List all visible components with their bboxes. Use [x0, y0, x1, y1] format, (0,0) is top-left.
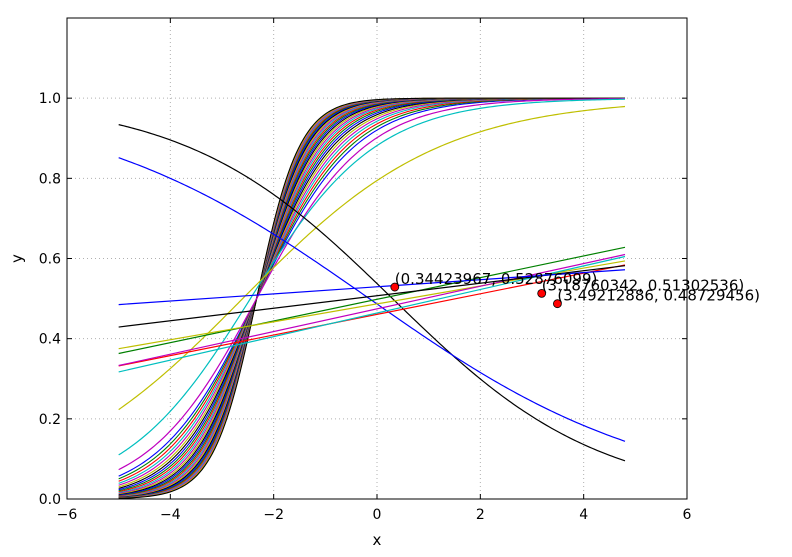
x-tick-label: −6 [57, 507, 78, 523]
y-tick-label: 0.0 [39, 492, 61, 508]
point-annotation: (0.34423967, 0.52876099) [395, 270, 598, 288]
sigmoid-series-line [118, 97, 625, 499]
axis-ticks: −6 −4 −2 0 2 4 6 0.0 0.2 0.4 0.6 0.8 1.0 [39, 18, 692, 523]
sigmoid-series-line [118, 97, 625, 499]
sigmoid-series-line [118, 97, 625, 499]
point-annotation: (3.49212886, 0.48729456) [557, 287, 760, 305]
y-tick-label: 0.2 [39, 412, 61, 428]
gridlines [66, 18, 688, 500]
y-tick-label: 0.4 [39, 332, 61, 348]
point-annotation: (3.18760342, 0.51302536) [542, 276, 745, 294]
y-axis-label: y [8, 254, 26, 263]
y-tick-label: 0.6 [39, 252, 61, 268]
sigmoid-series-line [118, 97, 625, 498]
x-tick-label: −4 [160, 507, 181, 523]
x-tick-label: −2 [263, 507, 284, 523]
x-tick-label: 4 [579, 507, 588, 523]
linear-series-line [118, 253, 626, 367]
sigmoid-series-line [118, 97, 625, 498]
x-tick-label: 6 [683, 507, 692, 523]
sigmoid-series-line [118, 97, 625, 498]
x-tick-label: 0 [373, 507, 382, 523]
data-point-marker [390, 282, 400, 292]
sigmoid-series-line [118, 97, 625, 499]
sigmoid-series-line [118, 98, 626, 471]
sigmoid-series-line [118, 105, 626, 411]
y-tick-label: 0.8 [39, 171, 61, 187]
x-axis-label: x [373, 531, 382, 549]
sigmoid-series-line [118, 97, 625, 499]
linear-series-line [118, 246, 626, 355]
sigmoid-series-line [118, 97, 625, 499]
y-tick-label: 1.0 [39, 91, 61, 107]
annotated-points: (0.34423967, 0.52876099)(3.18760342, 0.5… [390, 270, 760, 309]
data-point-marker [553, 299, 562, 309]
sigmoid-series-line [118, 124, 626, 462]
data-point-marker [537, 288, 547, 298]
linear-series-line [118, 269, 626, 306]
x-tick-label: 2 [476, 507, 485, 523]
sigmoid-series-line [118, 98, 626, 456]
linear-series-line [118, 264, 626, 367]
plot-lines [118, 97, 626, 499]
